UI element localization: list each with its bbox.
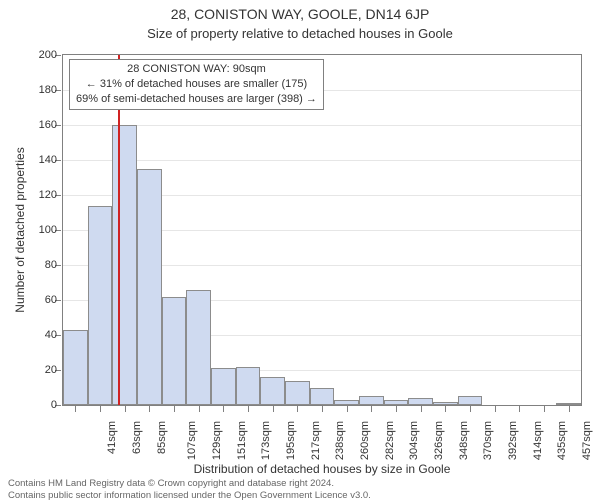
x-tick [347, 406, 348, 412]
histogram-bar [458, 396, 483, 405]
x-tick-label: 217sqm [310, 421, 322, 460]
chart-title: 28, CONISTON WAY, GOOLE, DN14 6JP [0, 6, 600, 22]
y-tick-label: 20 [27, 364, 57, 376]
gridline [63, 125, 581, 126]
x-tick [445, 406, 446, 412]
x-tick-label: 457sqm [581, 421, 593, 460]
x-tick-label: 238sqm [334, 421, 346, 460]
x-tick [125, 406, 126, 412]
y-tick-label: 80 [27, 259, 57, 271]
y-axis-label-wrap: Number of detached properties [14, 54, 26, 406]
gridline [63, 160, 581, 161]
histogram-bar [433, 402, 458, 406]
chart-subtitle: Size of property relative to detached ho… [0, 26, 600, 41]
x-axis-label: Distribution of detached houses by size … [62, 462, 582, 476]
x-tick-label: 173sqm [260, 421, 272, 460]
x-tick-label: 392sqm [507, 421, 519, 460]
y-tick-label: 140 [27, 154, 57, 166]
annotation-line3: 69% of semi-detached houses are larger (… [76, 92, 317, 107]
footer-line1: Contains HM Land Registry data © Crown c… [8, 478, 371, 490]
annotation-line2: ← 31% of detached houses are smaller (17… [76, 77, 317, 92]
histogram-bar [334, 400, 359, 405]
histogram-bar [236, 367, 261, 406]
x-tick-label: 41sqm [106, 421, 118, 454]
histogram-bar [162, 297, 187, 406]
x-tick [273, 406, 274, 412]
x-tick-label: 326sqm [433, 421, 445, 460]
x-tick [495, 406, 496, 412]
histogram-bar [556, 403, 581, 405]
x-tick [75, 406, 76, 412]
histogram-bar [186, 290, 211, 406]
footer-line2: Contains public sector information licen… [8, 490, 371, 500]
x-tick-label: 304sqm [408, 421, 420, 460]
histogram-bar [63, 330, 88, 405]
x-tick [371, 406, 372, 412]
x-tick-label: 195sqm [285, 421, 297, 460]
y-tick-label: 160 [27, 119, 57, 131]
x-tick [544, 406, 545, 412]
x-tick [421, 406, 422, 412]
x-tick-label: 129sqm [211, 421, 223, 460]
y-tick-label: 180 [27, 84, 57, 96]
x-tick-label: 151sqm [236, 421, 248, 460]
y-tick-label: 40 [27, 329, 57, 341]
y-axis-label: Number of detached properties [13, 147, 27, 312]
y-tick-label: 120 [27, 189, 57, 201]
x-tick-label: 85sqm [156, 421, 168, 454]
x-tick-label: 414sqm [532, 421, 544, 460]
y-tick-label: 0 [27, 399, 57, 411]
x-tick-label: 260sqm [359, 421, 371, 460]
x-tick [396, 406, 397, 412]
x-tick-label: 435sqm [556, 421, 568, 460]
x-tick [322, 406, 323, 412]
y-tick-label: 200 [27, 49, 57, 61]
x-tick [248, 406, 249, 412]
x-tick [149, 406, 150, 412]
histogram-bar [260, 377, 285, 405]
footer-attribution: Contains HM Land Registry data © Crown c… [8, 478, 371, 500]
x-tick [174, 406, 175, 412]
annotation-box: 28 CONISTON WAY: 90sqm ← 31% of detached… [69, 59, 324, 110]
y-tick-label: 100 [27, 224, 57, 236]
x-tick [297, 406, 298, 412]
histogram-bar [137, 169, 162, 405]
histogram-bar [88, 206, 113, 406]
histogram-bar [112, 125, 137, 405]
histogram-bar [384, 400, 409, 405]
x-tick [223, 406, 224, 412]
x-tick [470, 406, 471, 412]
x-tick [519, 406, 520, 412]
x-tick-label: 348sqm [458, 421, 470, 460]
chart-plot-area: 02040608010012014016018020041sqm63sqm85s… [62, 54, 582, 406]
x-tick-label: 107sqm [186, 421, 198, 460]
annotation-line1: 28 CONISTON WAY: 90sqm [76, 62, 317, 77]
x-tick-label: 370sqm [482, 421, 494, 460]
histogram-bar [285, 381, 310, 406]
x-tick-label: 282sqm [384, 421, 396, 460]
y-tick-label: 60 [27, 294, 57, 306]
histogram-bar [310, 388, 335, 406]
histogram-bar [211, 368, 236, 405]
x-tick [100, 406, 101, 412]
histogram-bar [408, 398, 433, 405]
x-tick-label: 63sqm [131, 421, 143, 454]
histogram-bar [359, 396, 384, 405]
x-tick [569, 406, 570, 412]
x-tick [199, 406, 200, 412]
